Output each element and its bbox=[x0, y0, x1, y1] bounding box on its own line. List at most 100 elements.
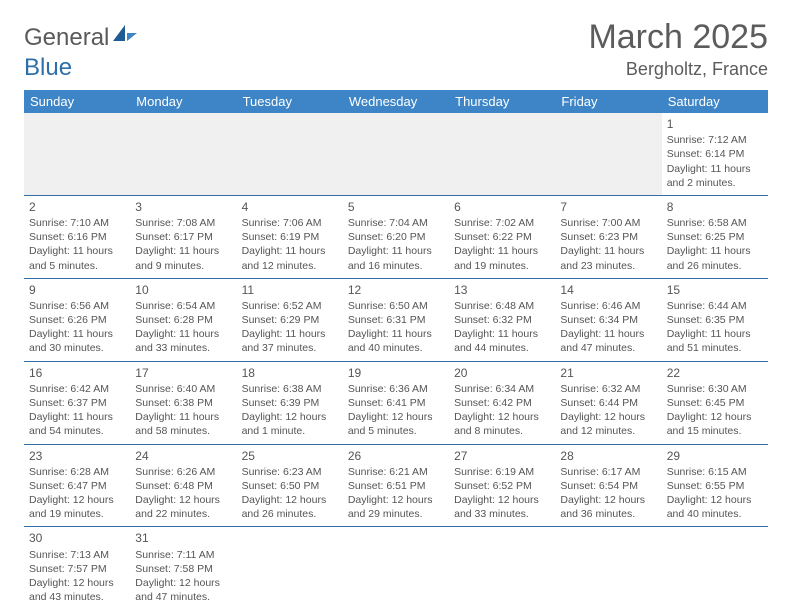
calendar-day-cell: 24Sunrise: 6:26 AMSunset: 6:48 PMDayligh… bbox=[130, 444, 236, 527]
calendar-day-cell: 9Sunrise: 6:56 AMSunset: 6:26 PMDaylight… bbox=[24, 278, 130, 361]
calendar-day-cell: 27Sunrise: 6:19 AMSunset: 6:52 PMDayligh… bbox=[449, 444, 555, 527]
day-number: 23 bbox=[29, 448, 125, 464]
day-details: Sunrise: 6:17 AMSunset: 6:54 PMDaylight:… bbox=[560, 465, 656, 522]
calendar-day-cell: 7Sunrise: 7:00 AMSunset: 6:23 PMDaylight… bbox=[555, 195, 661, 278]
calendar-day-cell: 21Sunrise: 6:32 AMSunset: 6:44 PMDayligh… bbox=[555, 361, 661, 444]
day-details: Sunrise: 7:13 AMSunset: 7:57 PMDaylight:… bbox=[29, 548, 125, 605]
day-number: 8 bbox=[667, 199, 763, 215]
calendar-day-cell: 28Sunrise: 6:17 AMSunset: 6:54 PMDayligh… bbox=[555, 444, 661, 527]
weekday-header-row: Sunday Monday Tuesday Wednesday Thursday… bbox=[24, 90, 768, 113]
day-number: 6 bbox=[454, 199, 550, 215]
day-details: Sunrise: 7:00 AMSunset: 6:23 PMDaylight:… bbox=[560, 216, 656, 273]
calendar-empty-cell bbox=[237, 113, 343, 195]
logo-sail-icon bbox=[111, 22, 139, 50]
header: General March 2025 Bergholtz, France bbox=[24, 18, 768, 80]
day-number: 9 bbox=[29, 282, 125, 298]
day-number: 22 bbox=[667, 365, 763, 381]
calendar-day-cell: 14Sunrise: 6:46 AMSunset: 6:34 PMDayligh… bbox=[555, 278, 661, 361]
day-details: Sunrise: 7:06 AMSunset: 6:19 PMDaylight:… bbox=[242, 216, 338, 273]
calendar-day-cell: 3Sunrise: 7:08 AMSunset: 6:17 PMDaylight… bbox=[130, 195, 236, 278]
calendar-week-row: 2Sunrise: 7:10 AMSunset: 6:16 PMDaylight… bbox=[24, 195, 768, 278]
calendar-table: Sunday Monday Tuesday Wednesday Thursday… bbox=[24, 90, 768, 609]
calendar-empty-cell bbox=[24, 113, 130, 195]
day-details: Sunrise: 6:26 AMSunset: 6:48 PMDaylight:… bbox=[135, 465, 231, 522]
calendar-empty-cell bbox=[555, 527, 661, 609]
logo-text-general: General bbox=[24, 24, 109, 52]
logo: General bbox=[24, 24, 139, 52]
day-details: Sunrise: 7:08 AMSunset: 6:17 PMDaylight:… bbox=[135, 216, 231, 273]
calendar-day-cell: 11Sunrise: 6:52 AMSunset: 6:29 PMDayligh… bbox=[237, 278, 343, 361]
calendar-empty-cell bbox=[343, 113, 449, 195]
weekday-header: Saturday bbox=[662, 90, 768, 113]
day-number: 20 bbox=[454, 365, 550, 381]
weekday-header: Wednesday bbox=[343, 90, 449, 113]
day-details: Sunrise: 6:42 AMSunset: 6:37 PMDaylight:… bbox=[29, 382, 125, 439]
title-block: March 2025 Bergholtz, France bbox=[588, 18, 768, 80]
weekday-header: Sunday bbox=[24, 90, 130, 113]
calendar-day-cell: 10Sunrise: 6:54 AMSunset: 6:28 PMDayligh… bbox=[130, 278, 236, 361]
calendar-day-cell: 22Sunrise: 6:30 AMSunset: 6:45 PMDayligh… bbox=[662, 361, 768, 444]
calendar-day-cell: 6Sunrise: 7:02 AMSunset: 6:22 PMDaylight… bbox=[449, 195, 555, 278]
calendar-day-cell: 15Sunrise: 6:44 AMSunset: 6:35 PMDayligh… bbox=[662, 278, 768, 361]
day-details: Sunrise: 7:11 AMSunset: 7:58 PMDaylight:… bbox=[135, 548, 231, 605]
calendar-day-cell: 30 Sunrise: 7:13 AMSunset: 7:57 PMDayligh… bbox=[24, 527, 130, 609]
day-number: 26 bbox=[348, 448, 444, 464]
calendar-day-cell: 5Sunrise: 7:04 AMSunset: 6:20 PMDaylight… bbox=[343, 195, 449, 278]
calendar-empty-cell bbox=[130, 113, 236, 195]
day-number: 10 bbox=[135, 282, 231, 298]
day-number: 24 bbox=[135, 448, 231, 464]
day-number: 30 bbox=[29, 530, 125, 546]
day-number: 14 bbox=[560, 282, 656, 298]
weekday-header: Monday bbox=[130, 90, 236, 113]
calendar-day-cell: 17Sunrise: 6:40 AMSunset: 6:38 PMDayligh… bbox=[130, 361, 236, 444]
day-number: 21 bbox=[560, 365, 656, 381]
day-details: Sunrise: 6:52 AMSunset: 6:29 PMDaylight:… bbox=[242, 299, 338, 356]
day-details: Sunrise: 6:36 AMSunset: 6:41 PMDaylight:… bbox=[348, 382, 444, 439]
day-number: 29 bbox=[667, 448, 763, 464]
day-details: Sunrise: 6:19 AMSunset: 6:52 PMDaylight:… bbox=[454, 465, 550, 522]
calendar-day-cell: 26Sunrise: 6:21 AMSunset: 6:51 PMDayligh… bbox=[343, 444, 449, 527]
day-number: 7 bbox=[560, 199, 656, 215]
day-details: Sunrise: 6:46 AMSunset: 6:34 PMDaylight:… bbox=[560, 299, 656, 356]
day-details: Sunrise: 6:15 AMSunset: 6:55 PMDaylight:… bbox=[667, 465, 763, 522]
day-number: 3 bbox=[135, 199, 231, 215]
day-details: Sunrise: 6:58 AMSunset: 6:25 PMDaylight:… bbox=[667, 216, 763, 273]
day-number: 17 bbox=[135, 365, 231, 381]
calendar-week-row: 30 Sunrise: 7:13 AMSunset: 7:57 PMDayligh… bbox=[24, 527, 768, 609]
calendar-day-cell: 25Sunrise: 6:23 AMSunset: 6:50 PMDayligh… bbox=[237, 444, 343, 527]
location: Bergholtz, France bbox=[588, 59, 768, 80]
calendar-day-cell: 29Sunrise: 6:15 AMSunset: 6:55 PMDayligh… bbox=[662, 444, 768, 527]
calendar-day-cell: 1Sunrise: 7:12 AMSunset: 6:14 PMDaylight… bbox=[662, 113, 768, 195]
calendar-empty-cell bbox=[662, 527, 768, 609]
day-details: Sunrise: 7:04 AMSunset: 6:20 PMDaylight:… bbox=[348, 216, 444, 273]
day-number: 1 bbox=[667, 116, 763, 132]
calendar-week-row: 9Sunrise: 6:56 AMSunset: 6:26 PMDaylight… bbox=[24, 278, 768, 361]
calendar-day-cell: 19Sunrise: 6:36 AMSunset: 6:41 PMDayligh… bbox=[343, 361, 449, 444]
day-details: Sunrise: 6:23 AMSunset: 6:50 PMDaylight:… bbox=[242, 465, 338, 522]
day-number: 31 bbox=[135, 530, 231, 546]
day-number: 5 bbox=[348, 199, 444, 215]
day-number: 16 bbox=[29, 365, 125, 381]
calendar-day-cell: 2Sunrise: 7:10 AMSunset: 6:16 PMDaylight… bbox=[24, 195, 130, 278]
day-details: Sunrise: 7:12 AMSunset: 6:14 PMDaylight:… bbox=[667, 133, 763, 190]
calendar-week-row: 23Sunrise: 6:28 AMSunset: 6:47 PMDayligh… bbox=[24, 444, 768, 527]
day-number: 19 bbox=[348, 365, 444, 381]
day-number: 15 bbox=[667, 282, 763, 298]
day-details: Sunrise: 6:48 AMSunset: 6:32 PMDaylight:… bbox=[454, 299, 550, 356]
day-number: 28 bbox=[560, 448, 656, 464]
calendar-day-cell: 8Sunrise: 6:58 AMSunset: 6:25 PMDaylight… bbox=[662, 195, 768, 278]
calendar-day-cell: 4Sunrise: 7:06 AMSunset: 6:19 PMDaylight… bbox=[237, 195, 343, 278]
calendar-day-cell: 20Sunrise: 6:34 AMSunset: 6:42 PMDayligh… bbox=[449, 361, 555, 444]
weekday-header: Tuesday bbox=[237, 90, 343, 113]
day-details: Sunrise: 6:34 AMSunset: 6:42 PMDaylight:… bbox=[454, 382, 550, 439]
weekday-header: Thursday bbox=[449, 90, 555, 113]
day-details: Sunrise: 6:50 AMSunset: 6:31 PMDaylight:… bbox=[348, 299, 444, 356]
calendar-day-cell: 13Sunrise: 6:48 AMSunset: 6:32 PMDayligh… bbox=[449, 278, 555, 361]
day-details: Sunrise: 6:21 AMSunset: 6:51 PMDaylight:… bbox=[348, 465, 444, 522]
calendar-empty-cell bbox=[449, 113, 555, 195]
weekday-header: Friday bbox=[555, 90, 661, 113]
calendar-day-cell: 16Sunrise: 6:42 AMSunset: 6:37 PMDayligh… bbox=[24, 361, 130, 444]
day-number: 25 bbox=[242, 448, 338, 464]
calendar-empty-cell bbox=[237, 527, 343, 609]
logo-text-blue: Blue bbox=[24, 54, 72, 82]
